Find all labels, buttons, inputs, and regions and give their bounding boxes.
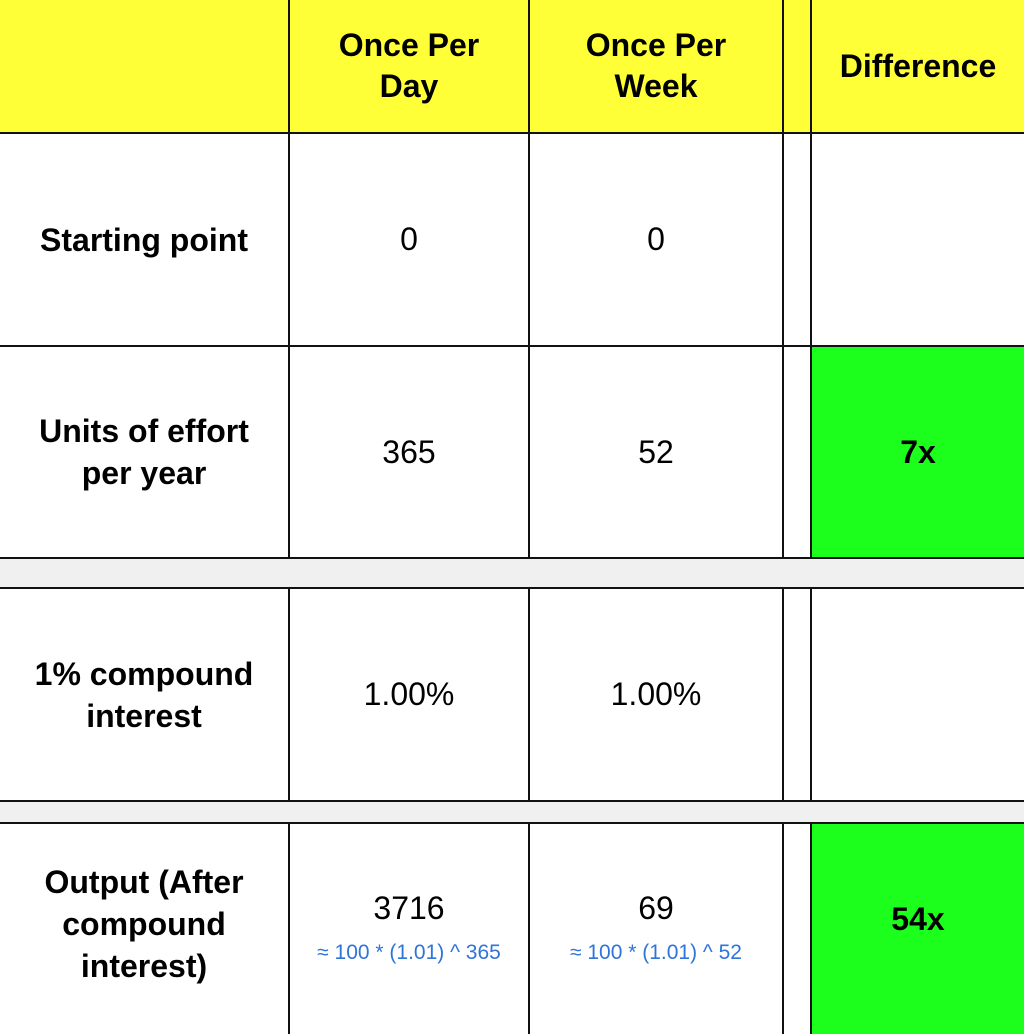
header-spacer <box>784 0 812 134</box>
cell-week: 0 <box>530 134 784 347</box>
cell-week: 1.00% <box>530 589 784 802</box>
spacer-cell <box>784 134 812 347</box>
header-label: Once Per Day <box>338 27 480 104</box>
value: 69 <box>638 889 674 926</box>
cell-day: 365 <box>290 347 530 559</box>
cell-difference <box>812 589 1024 802</box>
header-empty-cell <box>0 0 290 134</box>
cell-day: 3716 ≈ 100 * (1.01) ^ 365 <box>290 824 530 1034</box>
value: 54x <box>891 900 945 937</box>
value: 1.00% <box>363 676 455 712</box>
row-label-units-of-effort: Units of effort per year <box>0 347 290 559</box>
value: 1.00% <box>610 676 702 712</box>
row-label-compound-interest: 1% compound interest <box>0 589 290 802</box>
formula-note: ≈ 100 * (1.01) ^ 52 <box>570 940 742 964</box>
cell-difference <box>812 134 1024 347</box>
value: 0 <box>400 221 418 257</box>
value: 52 <box>638 433 674 470</box>
cell-week: 52 <box>530 347 784 559</box>
row-label: Starting point <box>40 221 248 258</box>
value: 365 <box>382 433 436 470</box>
header-once-per-day: Once Per Day <box>290 0 530 134</box>
value: 3716 <box>373 889 445 926</box>
spacer-cell <box>784 347 812 559</box>
header-label: Once Per Week <box>585 27 727 104</box>
row-separator <box>0 559 1024 589</box>
spacer-cell <box>784 824 812 1034</box>
cell-difference-highlight: 7x <box>812 347 1024 559</box>
row-separator <box>0 802 1024 824</box>
cell-week: 69 ≈ 100 * (1.01) ^ 52 <box>530 824 784 1034</box>
formula-note: ≈ 100 * (1.01) ^ 365 <box>317 940 501 964</box>
header-difference: Difference <box>812 0 1024 134</box>
cell-difference-highlight: 54x <box>812 824 1024 1034</box>
row-label: 1% compound interest <box>34 655 254 734</box>
value: 0 <box>647 221 665 257</box>
spacer-cell <box>784 589 812 802</box>
row-label-output: Output (After compound interest) <box>0 824 290 1034</box>
header-label: Difference <box>839 47 997 84</box>
row-label-starting-point: Starting point <box>0 134 290 347</box>
row-label: Units of effort per year <box>39 413 249 491</box>
row-label: Output (After compound interest) <box>44 864 244 984</box>
cell-day: 1.00% <box>290 589 530 802</box>
header-once-per-week: Once Per Week <box>530 0 784 134</box>
cell-day: 0 <box>290 134 530 347</box>
value: 7x <box>900 433 936 470</box>
